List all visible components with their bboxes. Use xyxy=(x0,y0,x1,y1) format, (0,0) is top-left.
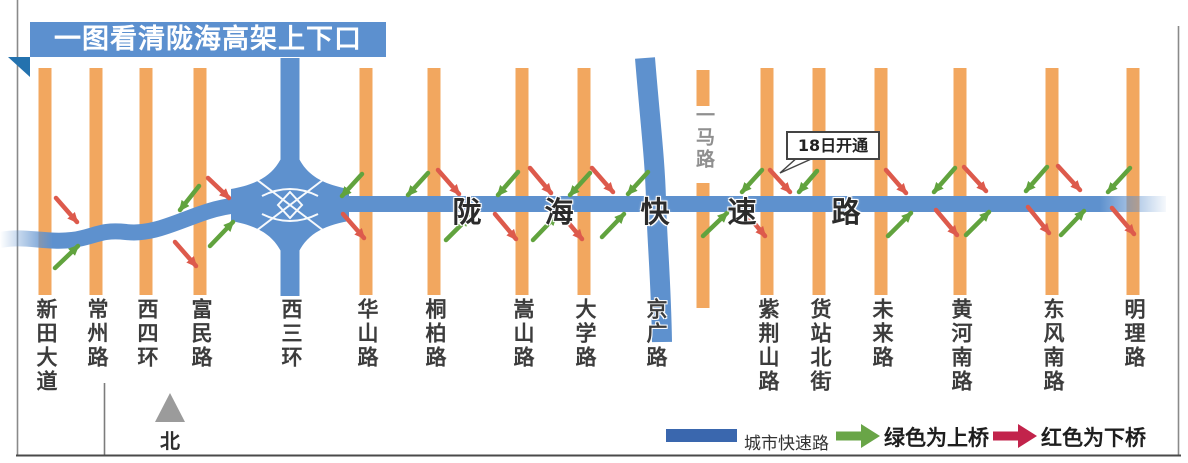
road-10 xyxy=(696,70,710,106)
red-ramp-arrow-14 xyxy=(1055,163,1083,193)
red-ramp-arrow-15 xyxy=(1025,204,1052,236)
green-ramp-arrow-4 xyxy=(405,170,431,198)
road-label-3: 富民路 xyxy=(189,298,213,370)
green-ramp-arrow-1 xyxy=(177,183,202,213)
green-ramp-arrow-13 xyxy=(796,168,820,195)
green-ramp-arrow-8 xyxy=(567,170,593,198)
legend-green-arrow-icon xyxy=(836,424,880,448)
road-12 xyxy=(812,68,826,295)
road-0 xyxy=(38,68,52,295)
road-label-11: 紫荆山路 xyxy=(756,298,780,394)
frame-border-lines xyxy=(16,0,1181,457)
opening-date-callout: 18日开通 xyxy=(786,131,880,160)
road-label-2: 西四环 xyxy=(135,298,159,370)
green-ramp-arrow-7 xyxy=(530,213,559,243)
road-5 xyxy=(359,68,373,295)
red-ramp-arrow-3 xyxy=(340,211,367,241)
green-ramp-arrow-0 xyxy=(52,243,81,271)
page-title: 一图看清陇海高架上下口 xyxy=(54,24,362,55)
road-1 xyxy=(89,68,103,295)
green-ramp-arrow-14 xyxy=(885,210,914,239)
road-label-12: 货站北街 xyxy=(808,298,832,394)
banner-ribbon-fold xyxy=(8,57,30,77)
road-label-13: 未来路 xyxy=(870,298,894,370)
north-label: 北 xyxy=(160,429,180,453)
road-16 xyxy=(1126,68,1140,295)
road-label-0: 新田大道 xyxy=(34,298,58,394)
road-label-6: 桐柏路 xyxy=(423,298,447,370)
red-ramp-arrow-5 xyxy=(527,165,554,196)
legend-red-label: 红色为下桥 xyxy=(1041,426,1146,450)
red-ramp-arrow-11 xyxy=(883,167,909,196)
red-ramp-arrow-10 xyxy=(742,209,768,239)
north-arrow-icon xyxy=(155,393,185,422)
road-10 xyxy=(696,183,710,308)
main-road-name-char-2: 快 xyxy=(640,195,670,229)
road-label-7: 嵩山路 xyxy=(511,298,535,370)
green-ramp-arrow-17 xyxy=(1023,164,1050,194)
xisanhuan-interchange xyxy=(231,128,349,282)
red-ramp-arrow-0 xyxy=(53,195,80,225)
road-6 xyxy=(427,68,441,295)
road-label-4: 西三环 xyxy=(279,298,303,370)
road-label-9: 京广路 xyxy=(644,298,668,370)
red-ramp-arrow-9 xyxy=(767,167,793,195)
main-road-name-char-0: 陇 xyxy=(452,195,482,229)
road-2 xyxy=(139,68,153,295)
green-ramp-arrow-10 xyxy=(625,169,651,197)
red-ramp-arrow-12 xyxy=(961,164,989,194)
legend-expressway-label: 城市快速路 xyxy=(744,434,829,454)
green-ramp-arrow-18 xyxy=(1058,208,1087,238)
road-11 xyxy=(760,68,774,295)
green-ramp-arrow-11 xyxy=(700,210,730,239)
title-banner: 一图看清陇海高架上下口 xyxy=(30,22,386,57)
green-ramp-arrow-2 xyxy=(207,219,236,249)
road-7 xyxy=(515,68,529,295)
red-ramp-arrow-13 xyxy=(933,207,960,238)
red-ramp-arrow-1 xyxy=(205,175,232,201)
road-label-5: 华山路 xyxy=(355,298,379,370)
green-ramp-arrow-6 xyxy=(495,169,521,198)
road-13 xyxy=(874,68,888,295)
green-ramp-arrow-16 xyxy=(963,209,992,238)
legend-red-arrow-icon xyxy=(993,424,1037,448)
red-ramp-arrow-8 xyxy=(558,211,585,242)
road-3 xyxy=(193,68,207,295)
green-ramp-arrow-12 xyxy=(739,167,765,195)
road-label-14: 黄河南路 xyxy=(949,298,973,394)
red-ramp-arrow-16 xyxy=(1109,205,1137,237)
main-road-name-char-3: 速 xyxy=(727,195,757,229)
legend-expressway-swatch xyxy=(666,429,737,442)
ramp-arrows-layer xyxy=(52,163,1137,271)
legend-green-label: 绿色为上桥 xyxy=(884,426,989,450)
green-ramp-arrow-9 xyxy=(599,211,627,240)
longhai-expressway-road xyxy=(0,196,1166,249)
road-label-1: 常州路 xyxy=(85,298,109,370)
road-label-15: 东风南路 xyxy=(1041,298,1065,394)
road-label-8: 大学路 xyxy=(573,298,597,370)
red-ramp-arrow-4 xyxy=(435,167,462,197)
red-ramp-arrow-6 xyxy=(492,211,519,242)
red-ramp-arrow-7 xyxy=(589,165,616,195)
road-label-16: 明理路 xyxy=(1122,298,1146,370)
callout-text: 18日开通 xyxy=(797,136,869,155)
main-road-name-char-4: 路 xyxy=(831,195,861,229)
green-ramp-arrow-5 xyxy=(443,214,472,243)
road-15 xyxy=(1045,68,1059,295)
main-road-name-char-1: 海 xyxy=(544,195,574,229)
road-label-10: 一马路 xyxy=(693,105,715,171)
road-14 xyxy=(953,68,967,295)
red-ramp-arrow-2 xyxy=(172,239,199,269)
green-ramp-arrow-3 xyxy=(339,171,365,199)
green-ramp-arrow-19 xyxy=(1105,165,1133,195)
green-ramp-arrow-15 xyxy=(931,165,958,195)
